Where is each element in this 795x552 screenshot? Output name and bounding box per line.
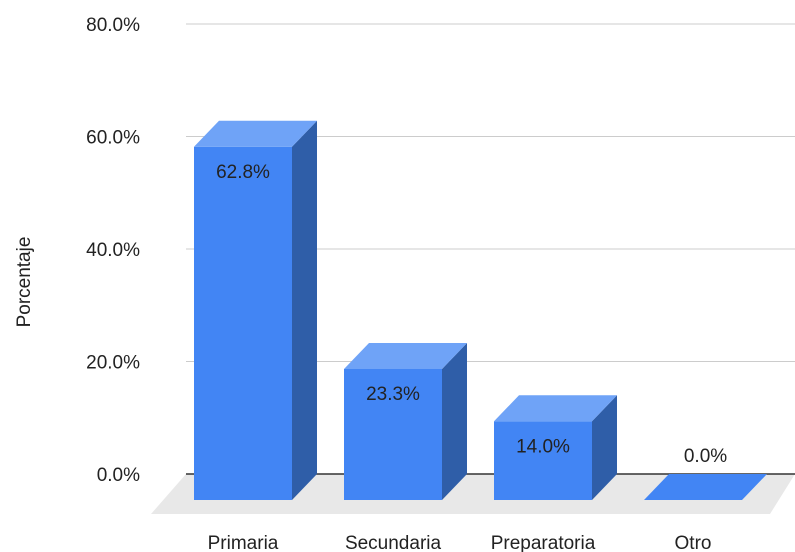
- bar: 62.8%: [194, 120, 317, 500]
- bar-top: [194, 120, 317, 147]
- bar-front: [494, 421, 592, 500]
- y-tick-labels: 0.0% 20.0% 40.0% 60.0% 80.0%: [86, 15, 140, 486]
- bar-top: [344, 342, 467, 369]
- bar: 14.0%: [494, 395, 617, 500]
- x-tick-label: Preparatoria: [491, 533, 596, 552]
- bar-side: [292, 120, 317, 500]
- y-tick-label: 60.0%: [86, 128, 140, 149]
- bar: 23.3%: [344, 342, 467, 500]
- x-tick-label: Primaria: [208, 533, 279, 552]
- x-tick-label: Secundaria: [345, 533, 442, 552]
- y-tick-label: 80.0%: [86, 15, 140, 36]
- chart-floor: [151, 474, 795, 514]
- data-label: 23.3%: [366, 384, 420, 405]
- y-axis-title: Porcentaje: [14, 237, 35, 328]
- y-tick-label: 40.0%: [86, 240, 140, 261]
- bar-side: [592, 395, 617, 500]
- bar: 0.0%: [644, 446, 767, 500]
- y-tick-label: 0.0%: [97, 465, 140, 486]
- y-tick-label: 20.0%: [86, 353, 140, 374]
- data-label: 62.8%: [216, 162, 270, 183]
- data-label: 0.0%: [684, 446, 727, 467]
- bar-front: [194, 146, 292, 500]
- bar-top: [644, 474, 767, 500]
- bar-top: [494, 395, 617, 422]
- x-tick-label: Otro: [675, 533, 712, 552]
- category-labels: Primaria Secundaria Preparatoria Otro: [208, 533, 712, 552]
- data-label: 14.0%: [516, 436, 570, 457]
- bars: 62.8% 23.3% 14.0% 0.0%: [194, 120, 767, 500]
- bar-front: [344, 368, 442, 500]
- bar-side: [442, 342, 467, 500]
